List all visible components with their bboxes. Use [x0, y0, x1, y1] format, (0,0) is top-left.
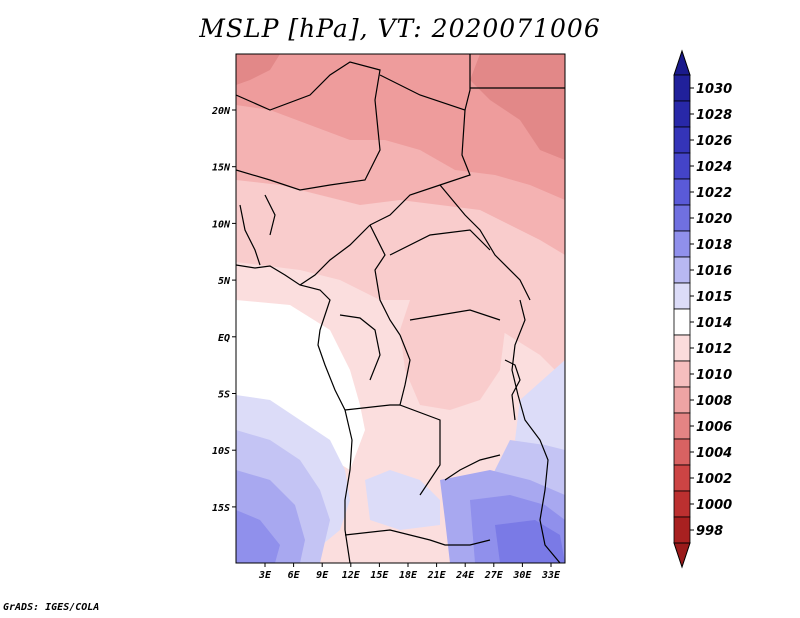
country-borders	[236, 54, 565, 563]
colorbar-top-arrow	[673, 49, 691, 76]
colorbar-label: 1022	[696, 186, 732, 201]
x-tick-label: 18E	[399, 570, 418, 581]
x-tick-label: 3E	[258, 570, 272, 581]
colorbar-label: 1002	[696, 472, 732, 487]
colorbar-segment	[673, 438, 691, 466]
grads-credit: GrADS: IGES/COLA	[3, 602, 100, 613]
colorbar-segment	[673, 204, 691, 232]
colorbar-label: 1015	[696, 290, 732, 305]
chart-title: MSLP [hPa], VT: 2020071006	[199, 14, 601, 43]
colorbar-segment	[673, 386, 691, 414]
colorbar-label: 998	[696, 524, 723, 539]
colorbar-label: 1012	[696, 342, 732, 357]
colorbar-segment	[673, 360, 691, 388]
colorbar-segment	[673, 230, 691, 258]
colorbar-label: 1014	[696, 316, 732, 331]
colorbar-segment	[673, 152, 691, 180]
colorbar-label: 1000	[696, 498, 732, 513]
y-tick-label: 5N	[218, 276, 231, 287]
y-tick-label: 15N	[212, 163, 231, 174]
colorbar-label: 1016	[696, 264, 732, 279]
colorbar-label: 1010	[696, 368, 732, 383]
colorbar-label: 1006	[696, 420, 732, 435]
colorbar-segment	[673, 490, 691, 518]
field-deep-red	[236, 54, 565, 160]
colorbar: 1030 1028 1026 1024 1022 1020 1018 1016 1015 1014…	[673, 49, 732, 569]
field-mid-blue	[236, 495, 565, 563]
colorbar-label: 1020	[696, 212, 732, 227]
field-white	[236, 300, 365, 470]
colorbar-label: 1004	[696, 446, 732, 461]
colorbar-segment	[673, 256, 691, 284]
x-tick-label: 9E	[316, 570, 329, 581]
map-frame	[235, 53, 566, 564]
colorbar-segment	[673, 308, 691, 336]
x-tick-label: 15E	[370, 570, 389, 581]
colorbar-bottom-arrow	[673, 542, 691, 569]
y-axis: 20N 15N 10N 5N EQ 5S 10S 15S	[211, 106, 236, 514]
colorbar-label: 1026	[696, 134, 732, 149]
field-light-blue	[236, 430, 565, 563]
y-tick-label: 5S	[218, 390, 230, 401]
colorbar-label: 1024	[696, 160, 732, 175]
colorbar-segment	[673, 464, 691, 492]
colorbar-label: 1018	[696, 238, 732, 253]
pressure-field	[236, 54, 565, 563]
colorbar-segment	[673, 100, 691, 128]
field-light-red	[400, 290, 505, 410]
x-tick-label: 24E	[455, 570, 475, 581]
colorbar-segment	[673, 126, 691, 154]
x-tick-label: 6E	[288, 570, 301, 581]
y-tick-label: 20N	[211, 106, 231, 117]
x-tick-label: 33E	[541, 570, 561, 581]
colorbar-label: 1030	[696, 82, 732, 97]
field-deep-blue	[495, 520, 565, 563]
colorbar-label: 1008	[696, 394, 732, 409]
colorbar-segment	[673, 412, 691, 440]
colorbar-segment	[673, 282, 691, 310]
x-tick-label: 30E	[512, 570, 532, 581]
y-tick-label: EQ	[218, 333, 230, 344]
y-tick-label: 10S	[212, 446, 230, 457]
x-tick-label: 27E	[484, 570, 504, 581]
colorbar-segment	[673, 178, 691, 206]
x-tick-label: 12E	[342, 570, 361, 581]
x-tick-label: 21E	[427, 570, 447, 581]
colorbar-segment	[673, 74, 691, 102]
colorbar-segment	[673, 516, 691, 544]
colorbar-segment	[673, 334, 691, 362]
colorbar-label: 1028	[696, 108, 732, 123]
x-axis: 3E 6E 9E 12E 15E 18E 21E 24E 27E 30E 33E	[258, 563, 561, 581]
y-tick-label: 10N	[212, 219, 231, 230]
y-tick-label: 15S	[212, 503, 230, 514]
